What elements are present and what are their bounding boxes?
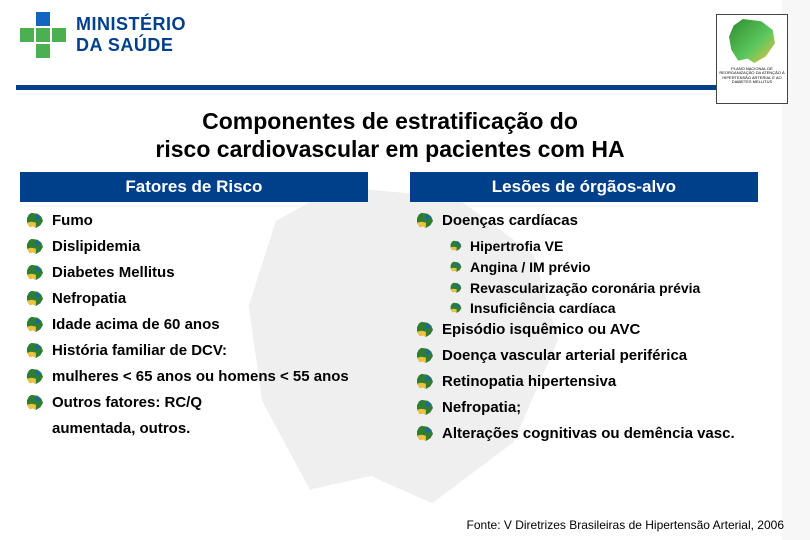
national-plan-caption: PLANO NACIONAL DE REORGANIZAÇÃO DA ATENÇ… (719, 67, 785, 85)
list-item-label: Revascularização coronária prévia (470, 280, 700, 297)
list-item-label: Alterações cognitivas ou demência vasc. (442, 425, 735, 443)
target-organ-list: Doenças cardíacas Hipertrofia VE Angina … (410, 212, 780, 443)
list-item: mulheres < 65 anos ou homens < 55 anos (20, 368, 390, 386)
list-item: aumentada, outros. (20, 420, 390, 438)
logo-line1: MINISTÉRIO (76, 14, 186, 35)
brazil-bullet-icon (416, 399, 434, 415)
title-line-1: Componentes de estratificação do (0, 108, 780, 136)
brazil-bullet-icon (416, 373, 434, 389)
brazil-bullet-icon (26, 316, 44, 332)
brazil-map-icon (729, 19, 775, 63)
list-item: Episódio isquêmico ou AVC (410, 321, 780, 339)
right-column: Lesões de órgãos-alvo Doenças cardíacas … (410, 172, 780, 451)
list-item-label: Angina / IM prévio (470, 259, 591, 276)
header-divider (16, 85, 766, 90)
list-item-label: mulheres < 65 anos ou homens < 55 anos (52, 368, 349, 386)
logo-line2: DA SAÚDE (76, 35, 186, 56)
content-columns: Fatores de Risco Fumo Dislipidemia Diabe… (20, 172, 780, 451)
brazil-bullet-icon (450, 300, 462, 311)
list-item-label: Outros fatores: RC/Q (52, 394, 202, 412)
list-item-label: Diabetes Mellitus (52, 264, 175, 282)
list-item: Nefropatia; (410, 399, 780, 417)
list-item: Nefropatia (20, 290, 390, 308)
brazil-bullet-icon (450, 238, 462, 249)
brazil-bullet-icon (416, 212, 434, 228)
left-column-header: Fatores de Risco (20, 172, 368, 202)
list-item-label: Retinopatia hipertensiva (442, 373, 616, 391)
list-item-label: Fumo (52, 212, 93, 230)
brazil-bullet-icon (26, 238, 44, 254)
list-item-label: Hipertrofia VE (470, 238, 563, 255)
list-item: Diabetes Mellitus (20, 264, 390, 282)
slide-header: MINISTÉRIO DA SAÚDE (0, 0, 780, 80)
ministry-logo: MINISTÉRIO DA SAÚDE (20, 12, 760, 58)
brazil-bullet-icon (450, 280, 462, 291)
national-plan-box: PLANO NACIONAL DE REORGANIZAÇÃO DA ATENÇ… (716, 14, 788, 104)
list-item: Dislipidemia (20, 238, 390, 256)
list-item: Idade acima de 60 anos (20, 316, 390, 334)
list-subitem: Insuficiência cardíaca (410, 300, 780, 317)
brazil-bullet-icon (416, 425, 434, 441)
list-item: História familiar de DCV: (20, 342, 390, 360)
source-citation: Fonte: V Diretrizes Brasileiras de Hiper… (467, 518, 784, 532)
right-column-header: Lesões de órgãos-alvo (410, 172, 758, 202)
list-subitem: Hipertrofia VE (410, 238, 780, 255)
brazil-bullet-icon (26, 342, 44, 358)
brazil-bullet-icon (26, 394, 44, 410)
list-item: Outros fatores: RC/Q (20, 394, 390, 412)
list-item: Doença vascular arterial periférica (410, 347, 780, 365)
list-item: Doenças cardíacas (410, 212, 780, 230)
list-item-label: Insuficiência cardíaca (470, 300, 616, 317)
sus-cross-icon (20, 12, 66, 58)
list-item-label: Dislipidemia (52, 238, 140, 256)
left-column: Fatores de Risco Fumo Dislipidemia Diabe… (20, 172, 390, 451)
list-item: Alterações cognitivas ou demência vasc. (410, 425, 780, 443)
list-item-label: História familiar de DCV: (52, 342, 227, 360)
list-item-label: Nefropatia; (442, 399, 521, 417)
brazil-bullet-icon (26, 290, 44, 306)
brazil-bullet-icon (450, 259, 462, 270)
title-line-2: risco cardiovascular em pacientes com HA (0, 136, 780, 164)
list-item-label: Doença vascular arterial periférica (442, 347, 687, 365)
brazil-bullet-icon (26, 264, 44, 280)
brazil-bullet-icon (26, 212, 44, 228)
list-item-label: aumentada, outros. (52, 420, 190, 438)
list-subitem: Revascularização coronária prévia (410, 280, 780, 297)
list-subitem: Angina / IM prévio (410, 259, 780, 276)
list-item-label: Nefropatia (52, 290, 126, 308)
list-item-label: Idade acima de 60 anos (52, 316, 220, 334)
brazil-bullet-icon (416, 347, 434, 363)
list-item-label: Episódio isquêmico ou AVC (442, 321, 640, 339)
list-item: Fumo (20, 212, 390, 230)
slide-title: Componentes de estratificação do risco c… (0, 108, 780, 163)
ministry-logo-text: MINISTÉRIO DA SAÚDE (76, 14, 186, 56)
brazil-bullet-icon (416, 321, 434, 337)
list-item-label: Doenças cardíacas (442, 212, 578, 230)
brazil-bullet-icon (26, 368, 44, 384)
list-item: Retinopatia hipertensiva (410, 373, 780, 391)
risk-factors-list: Fumo Dislipidemia Diabetes Mellitus Nefr… (20, 212, 390, 438)
